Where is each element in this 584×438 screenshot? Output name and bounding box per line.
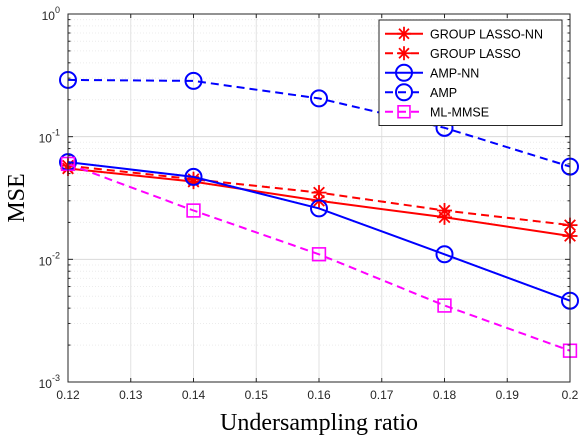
asterisk-stroke <box>398 47 410 59</box>
circle-marker <box>435 245 454 264</box>
x-tick-label: 0.2 <box>562 388 579 402</box>
legend-label: GROUP LASSO <box>430 47 521 61</box>
asterisk-marker <box>311 185 327 201</box>
legend-entry: ML-MMSE <box>385 105 489 119</box>
x-tick-label: 0.15 <box>245 388 269 402</box>
legend: GROUP LASSO-NN GROUP LASSO AMP-NN AMP ML-MMS… <box>378 19 563 126</box>
y-tick-label: 100 <box>42 5 60 23</box>
legend-entry: AMP-NN <box>385 63 479 82</box>
asterisk-marker <box>437 203 452 219</box>
x-tick-label: 0.14 <box>182 388 206 402</box>
legend-label: AMP-NN <box>430 66 479 80</box>
legend-entry: GROUP LASSO-NN <box>385 26 543 41</box>
ticks: 0.12 0.13 0.14 0.15 0.16 0.17 0.18 0.19 0.2 100 10… <box>39 5 579 402</box>
legend-entry: GROUP LASSO <box>385 46 521 61</box>
y-tick-label: 10-1 <box>39 128 60 146</box>
y-tick-label: 10-3 <box>39 373 60 391</box>
legend-label: ML-MMSE <box>430 105 489 119</box>
circle-marker <box>395 83 413 102</box>
x-tick-label: 0.12 <box>56 388 80 402</box>
series-line <box>67 78 571 168</box>
y-axis-title: MSE <box>4 173 30 222</box>
square-marker <box>397 105 411 119</box>
circle-marker <box>310 199 328 218</box>
circle-marker <box>310 89 328 108</box>
x-tick-label: 0.18 <box>433 388 457 402</box>
asterisk-stroke <box>187 173 200 186</box>
x-axis-title: Undersampling ratio <box>220 410 418 436</box>
x-tick-label: 0.16 <box>307 388 331 402</box>
asterisk-stroke <box>438 204 451 217</box>
legend-label: AMP <box>430 86 457 100</box>
square-marker <box>311 247 327 262</box>
asterisk-marker <box>397 46 411 61</box>
square-marker <box>186 203 201 218</box>
asterisk-stroke <box>398 28 410 40</box>
asterisk-marker <box>397 26 411 41</box>
circle-marker <box>395 63 413 82</box>
series-line <box>67 161 571 302</box>
series-line <box>67 162 571 352</box>
y-tick-label: 10-2 <box>39 250 60 268</box>
circle-marker <box>184 71 203 90</box>
circle-marker <box>184 167 203 186</box>
x-tick-label: 0.17 <box>370 388 394 402</box>
legend-entry: AMP <box>385 83 457 102</box>
x-tick-label: 0.13 <box>119 388 143 402</box>
x-tick-label: 0.19 <box>496 388 520 402</box>
asterisk-stroke <box>313 186 325 199</box>
asterisk-marker <box>186 171 201 187</box>
square-marker <box>437 298 452 313</box>
legend-label: GROUP LASSO-NN <box>430 27 543 41</box>
